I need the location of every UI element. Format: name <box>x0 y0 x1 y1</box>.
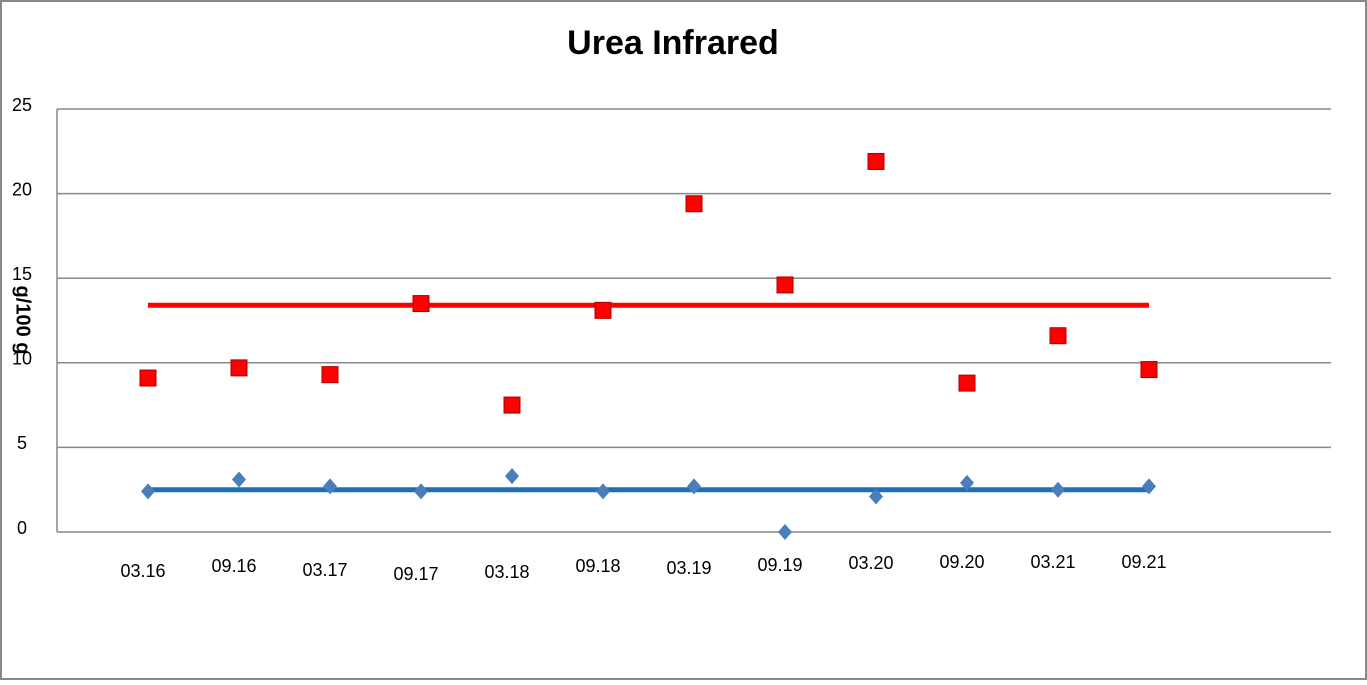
y-tick-label: 5 <box>17 433 27 453</box>
x-tick-label: 09.18 <box>575 556 620 576</box>
x-tick-label: 09.17 <box>393 564 438 584</box>
point <box>869 488 883 505</box>
point <box>1142 478 1156 495</box>
point <box>323 478 337 495</box>
y-tick-label: 10 <box>12 349 32 369</box>
point <box>1049 327 1067 345</box>
point <box>503 396 521 414</box>
point <box>141 483 155 500</box>
point <box>230 359 248 377</box>
point <box>958 374 976 392</box>
x-tick-label: 03.19 <box>666 558 711 578</box>
x-tick-label: 09.20 <box>939 552 984 572</box>
y-tick-label: 25 <box>12 95 32 115</box>
point <box>321 366 339 384</box>
point <box>1140 361 1158 379</box>
x-tick-label: 09.16 <box>211 556 256 576</box>
x-tick-label: 03.18 <box>484 562 529 582</box>
point <box>596 483 610 500</box>
point <box>776 276 794 294</box>
x-tick-label: 09.21 <box>1121 552 1166 572</box>
point <box>867 152 885 170</box>
point <box>505 468 519 485</box>
y-axis-label: g/100 g <box>12 286 34 355</box>
point <box>232 471 246 488</box>
x-tick-label: 09.19 <box>757 555 802 575</box>
point <box>1051 481 1065 498</box>
point <box>594 301 612 319</box>
x-tick-label: 03.17 <box>302 560 347 580</box>
point <box>685 195 703 213</box>
point <box>960 474 974 491</box>
point <box>687 478 701 495</box>
x-tick-label: 03.16 <box>120 561 165 581</box>
y-tick-label: 15 <box>12 264 32 284</box>
chart-title: Urea Infrared <box>567 24 779 62</box>
y-tick-label: 20 <box>12 179 32 199</box>
y-tick-label: 0 <box>17 518 27 538</box>
point <box>139 369 157 387</box>
x-tick-label: 03.20 <box>848 553 893 573</box>
point <box>412 295 430 313</box>
point <box>414 483 428 500</box>
x-tick-label: 03.21 <box>1030 552 1075 572</box>
point <box>778 524 792 540</box>
